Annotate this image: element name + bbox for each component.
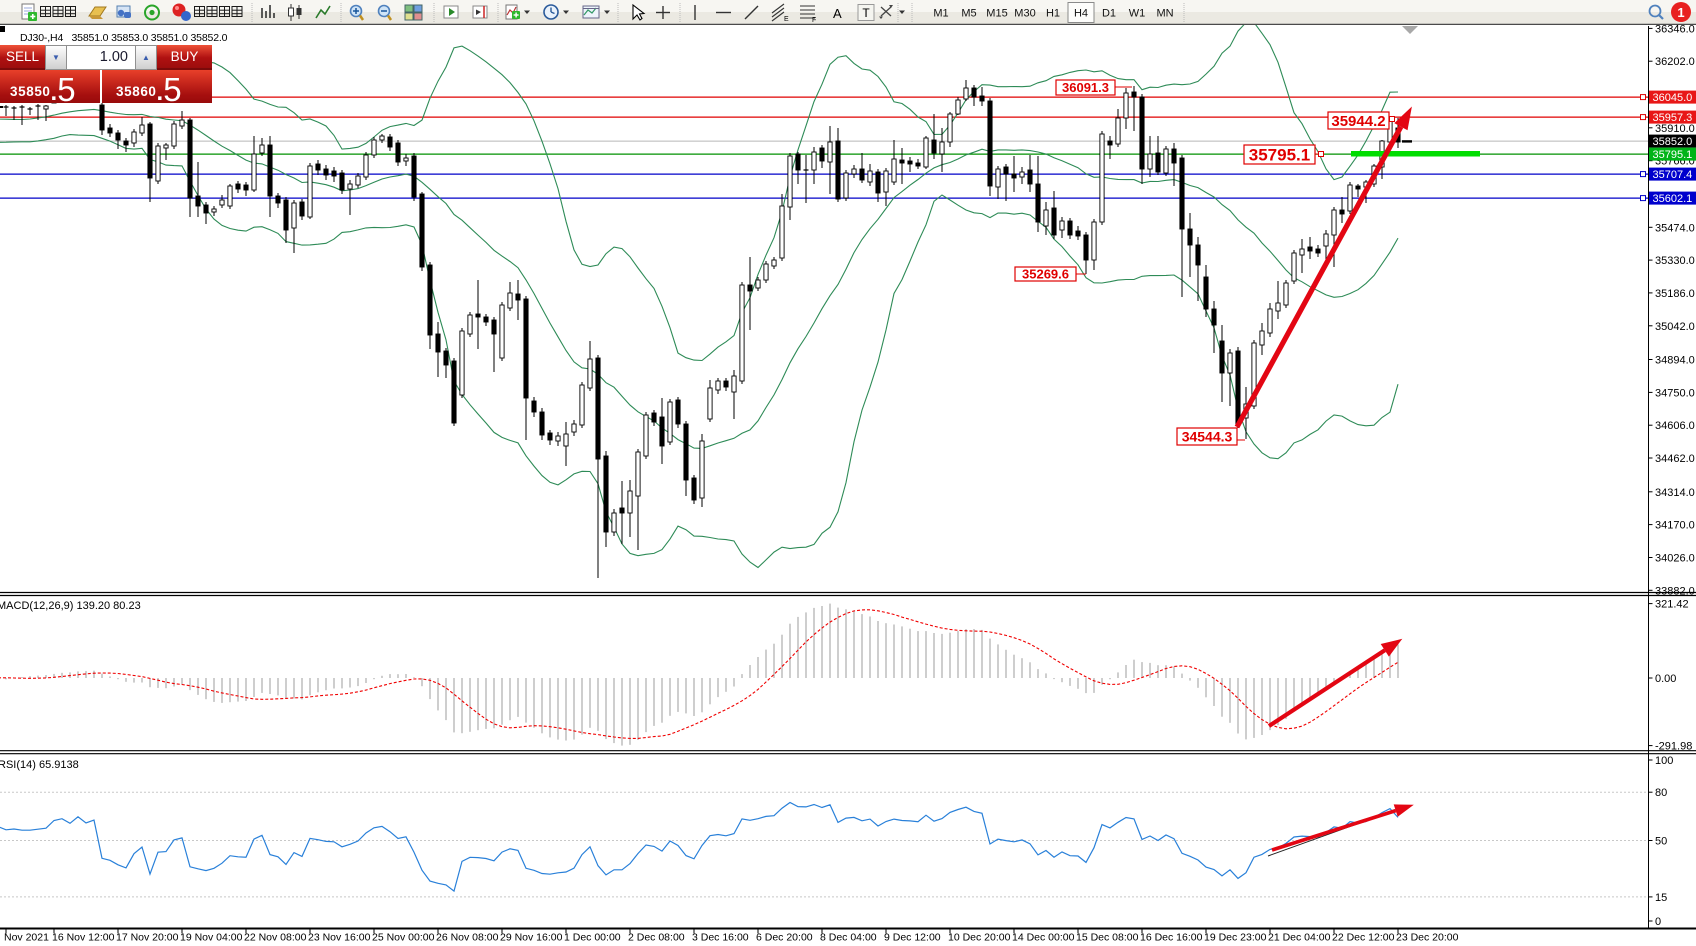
svg-text:17 Nov 20:00: 17 Nov 20:00 [116, 932, 179, 944]
svg-text:35944.2: 35944.2 [1331, 113, 1385, 130]
svg-text:H4: H4 [1074, 8, 1088, 20]
svg-text:35795.1: 35795.1 [1653, 149, 1693, 161]
svg-text:321.42: 321.42 [1655, 599, 1689, 611]
svg-text:34170.0: 34170.0 [1655, 520, 1695, 532]
svg-text:RSI(14) 65.9138: RSI(14) 65.9138 [0, 759, 79, 771]
svg-text:E: E [784, 16, 789, 23]
svg-text:35042.0: 35042.0 [1655, 321, 1695, 333]
svg-text:22 Nov 08:00: 22 Nov 08:00 [244, 932, 307, 944]
svg-text:3 Dec 16:00: 3 Dec 16:00 [692, 932, 749, 944]
svg-text:34026.0: 34026.0 [1655, 553, 1695, 565]
svg-text:33882.0: 33882.0 [1655, 585, 1695, 597]
svg-text:16 Nov 12:00: 16 Nov 12:00 [52, 932, 115, 944]
svg-text:9 Dec 12:00: 9 Dec 12:00 [884, 932, 941, 944]
svg-text:35269.6: 35269.6 [1022, 267, 1069, 282]
svg-text:50: 50 [1655, 836, 1667, 848]
svg-text:-291.98: -291.98 [1655, 741, 1692, 753]
svg-text:25 Nov 00:00: 25 Nov 00:00 [372, 932, 435, 944]
svg-text:36202.0: 36202.0 [1655, 56, 1695, 68]
svg-text:80: 80 [1655, 787, 1667, 799]
svg-text:22 Dec 12:00: 22 Dec 12:00 [1332, 932, 1395, 944]
svg-text:15 Dec 08:00: 15 Dec 08:00 [1076, 932, 1139, 944]
svg-text:35910.0: 35910.0 [1655, 123, 1695, 135]
svg-text:34462.0: 34462.0 [1655, 453, 1695, 465]
svg-text:2 Dec 08:00: 2 Dec 08:00 [628, 932, 685, 944]
svg-text:34750.0: 34750.0 [1655, 387, 1695, 399]
svg-text:36091.3: 36091.3 [1062, 80, 1109, 95]
svg-text:23 Dec 20:00: 23 Dec 20:00 [1396, 932, 1459, 944]
svg-text:35330.0: 35330.0 [1655, 255, 1695, 267]
svg-text:21 Dec 04:00: 21 Dec 04:00 [1268, 932, 1331, 944]
svg-text:MACD(12,26,9) 139.20 80.23: MACD(12,26,9) 139.20 80.23 [0, 600, 141, 612]
svg-text:23 Nov 16:00: 23 Nov 16:00 [308, 932, 371, 944]
svg-text:0: 0 [1655, 916, 1661, 928]
svg-text:F: F [812, 17, 816, 24]
svg-text:26 Nov 08:00: 26 Nov 08:00 [436, 932, 499, 944]
svg-text:M15: M15 [986, 8, 1007, 20]
svg-text:M1: M1 [933, 8, 948, 20]
svg-text:19 Dec 23:00: 19 Dec 23:00 [1204, 932, 1267, 944]
svg-text:36346.0: 36346.0 [1655, 23, 1695, 35]
svg-text:0.00: 0.00 [1655, 673, 1676, 685]
svg-text:34314.0: 34314.0 [1655, 487, 1695, 499]
svg-text:19 Nov 04:00: 19 Nov 04:00 [180, 932, 243, 944]
svg-text:35707.4: 35707.4 [1653, 169, 1693, 181]
svg-text:D1: D1 [1102, 8, 1116, 20]
svg-text:1 Dec 00:00: 1 Dec 00:00 [564, 932, 621, 944]
svg-text:34606.0: 34606.0 [1655, 420, 1695, 432]
svg-text:35602.1: 35602.1 [1653, 193, 1693, 205]
svg-text:A: A [833, 6, 842, 21]
svg-text:8 Dec 04:00: 8 Dec 04:00 [820, 932, 877, 944]
svg-text:1: 1 [1677, 5, 1684, 20]
svg-text:Nov 2021: Nov 2021 [4, 932, 49, 944]
svg-text:34544.3: 34544.3 [1182, 429, 1233, 445]
svg-text:34894.0: 34894.0 [1655, 355, 1695, 367]
svg-text:16 Dec 16:00: 16 Dec 16:00 [1140, 932, 1203, 944]
svg-text:35186.0: 35186.0 [1655, 288, 1695, 300]
svg-text:35474.0: 35474.0 [1655, 222, 1695, 234]
svg-text:35957.3: 35957.3 [1653, 112, 1693, 124]
svg-text:36045.0: 36045.0 [1653, 92, 1693, 104]
svg-text:6 Dec 20:00: 6 Dec 20:00 [756, 932, 813, 944]
svg-text:MN: MN [1156, 8, 1173, 20]
svg-text:M30: M30 [1014, 8, 1035, 20]
svg-text:29 Nov 16:00: 29 Nov 16:00 [500, 932, 563, 944]
svg-text:M5: M5 [961, 8, 976, 20]
svg-text:T: T [862, 6, 870, 20]
svg-text:15: 15 [1655, 892, 1667, 904]
svg-text:35852.0: 35852.0 [1653, 136, 1693, 148]
svg-text:100: 100 [1655, 755, 1673, 767]
svg-text:10 Dec 20:00: 10 Dec 20:00 [948, 932, 1011, 944]
svg-text:14 Dec 00:00: 14 Dec 00:00 [1012, 932, 1075, 944]
svg-text:35795.1: 35795.1 [1249, 146, 1310, 165]
svg-text:W1: W1 [1129, 8, 1146, 20]
svg-text:H1: H1 [1046, 8, 1060, 20]
